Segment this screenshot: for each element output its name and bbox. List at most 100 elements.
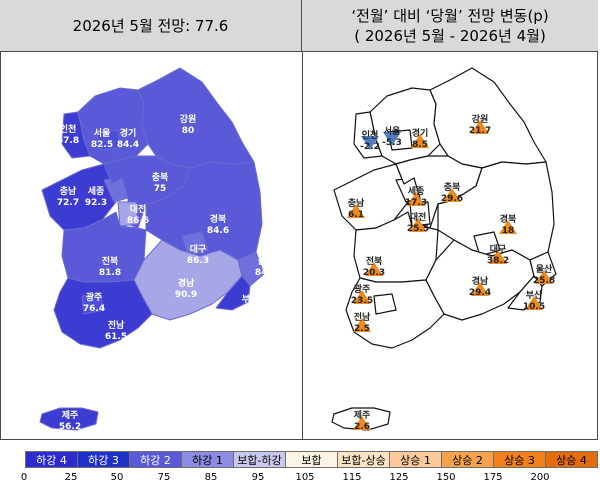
change-name-daegu: 대구 xyxy=(490,243,507,255)
legend-item-8: 상승 2 xyxy=(441,451,494,468)
legend-tick: 175 xyxy=(483,472,503,483)
change-name-sejong: 세종 xyxy=(408,185,425,197)
change-name-jeonbuk: 전북 xyxy=(366,255,383,267)
region-forecast-chungbuk: 75 xyxy=(154,184,167,194)
region-jeju[interactable] xyxy=(39,407,99,431)
change-name-daejeon: 대전 xyxy=(410,211,427,223)
panel-divider xyxy=(302,52,303,440)
legend-item-9: 상승 3 xyxy=(493,451,546,468)
region-name-busan: 부산 xyxy=(242,293,259,305)
left-panel-title: 2026년 5월 전망: 77.6 xyxy=(72,16,229,35)
legend-item-2: 하강 2 xyxy=(129,451,182,468)
right-panel-title-line2: ( 2026년 5월 - 2026년 4월) xyxy=(354,26,546,45)
change-name-busan: 부산 xyxy=(526,289,543,301)
region-chungnam[interactable] xyxy=(41,163,117,231)
region-gwangju[interactable] xyxy=(81,293,105,315)
change-marker-daegu xyxy=(489,250,507,264)
change-value-gyeongbuk: 18 xyxy=(502,226,515,236)
change-value-ulsan: 25.8 xyxy=(533,276,555,286)
region-daejeon[interactable] xyxy=(117,201,139,227)
change-marker-gyeongnam xyxy=(471,282,489,296)
change-marker-jeonbuk xyxy=(365,262,383,276)
region-forecast-gangwon: 80 xyxy=(182,126,195,136)
legend-item-6: 보합-상승 xyxy=(337,451,390,468)
change-name-chungnam: 충남 xyxy=(348,197,365,209)
change-value-busan: 10.5 xyxy=(523,302,545,312)
region-name-incheon: 인천 xyxy=(60,124,77,135)
change-marker-busan xyxy=(525,296,543,310)
change-marker-daejeon xyxy=(409,218,427,232)
legend-tick: 75 xyxy=(157,472,171,483)
change-name-gyeonggi: 경기 xyxy=(412,127,429,139)
change-name-incheon: 인천 xyxy=(362,130,379,141)
change-value-gyeongnam: 29.4 xyxy=(469,288,491,298)
region-name-gyeongnam: 경남 xyxy=(178,277,195,289)
region-forecast-sejong: 92.3 xyxy=(85,198,107,208)
region-forecast-seoul: 82.5 xyxy=(91,140,113,150)
change-value-gangwon: 21.7 xyxy=(469,126,491,136)
legend-tick: 95 xyxy=(251,472,265,483)
region-forecast-gwangju: 76.4 xyxy=(83,304,105,314)
change-name-jeju: 제주 xyxy=(354,409,371,421)
right-panel-header: ‘전월’ 대비 ‘당월’ 전망 변동(p) ( 2026년 5월 - 2026년… xyxy=(302,0,598,52)
region-incheon[interactable] xyxy=(61,111,91,159)
region-name-jeonnam: 전남 xyxy=(108,319,125,331)
change-value-daegu: 38.2 xyxy=(487,256,509,266)
region-forecast-gyeonggi: 84.4 xyxy=(117,140,139,150)
region-jeonnam[interactable] xyxy=(53,277,153,349)
region-forecast-jeonnam: 61.5 xyxy=(105,332,127,342)
right-panel-title-line1: ‘전월’ 대비 ‘당월’ 전망 변동(p) xyxy=(351,6,549,25)
legend-item-3: 하강 1 xyxy=(181,451,234,468)
region-name-ulsan: 울산 xyxy=(258,255,275,267)
region-name-chungnam: 충남 xyxy=(60,185,77,197)
legend-tick: 25 xyxy=(64,472,78,483)
legend-tick: 0 xyxy=(20,472,28,483)
legend-ticks: 0 25 50 75 85 95 105 115 125 150 175 200 xyxy=(0,472,600,484)
change-value-jeonbuk: 20.3 xyxy=(363,268,385,278)
outline-incheon[interactable] xyxy=(353,111,383,159)
change-marker-chungnam xyxy=(347,204,365,218)
legend-tick: 50 xyxy=(110,472,124,483)
region-forecast-daejeon: 86.6 xyxy=(127,216,149,226)
change-value-jeju: 2.6 xyxy=(354,422,370,432)
legend-tick: 200 xyxy=(530,472,550,483)
legend-item-7: 상승 1 xyxy=(389,451,442,468)
legend-tick: 115 xyxy=(342,472,362,483)
region-daegu[interactable] xyxy=(181,231,209,257)
legend-item-1: 하강 3 xyxy=(77,451,130,468)
region-forecast-ulsan: 84.6 xyxy=(255,268,277,278)
outline-daegu[interactable] xyxy=(473,231,501,257)
change-value-seoul: -5.3 xyxy=(382,138,402,148)
region-name-gangwon: 강원 xyxy=(180,113,197,125)
region-name-jeonbuk: 전북 xyxy=(102,255,119,267)
change-marker-gyeonggi xyxy=(411,134,429,148)
region-ulsan[interactable] xyxy=(237,251,265,287)
change-value-gyeonggi: 8.5 xyxy=(412,140,428,150)
region-forecast-jeonbuk: 81.8 xyxy=(99,268,121,278)
change-value-chungbuk: 29.6 xyxy=(441,194,463,204)
change-value-gwangju: 23.5 xyxy=(351,296,373,306)
region-forecast-gyeongnam: 90.9 xyxy=(175,290,197,300)
legend-bar: 하강 4 하강 3 하강 2 하강 1 보합-하강 보합 보합-상승 상승 1 상승 2 상승 3… xyxy=(25,451,598,468)
region-forecast-incheon: 67.8 xyxy=(57,136,79,146)
outline-gwangju[interactable] xyxy=(373,293,397,315)
change-marker-sejong xyxy=(407,192,425,206)
region-name-chungbuk: 충북 xyxy=(152,171,169,183)
region-busan[interactable] xyxy=(215,275,251,311)
legend-item-10: 상승 4 xyxy=(545,451,598,468)
change-marker-seoul xyxy=(383,132,401,146)
region-name-seoul: 서울 xyxy=(94,127,111,139)
change-value-daejeon: 25.5 xyxy=(407,224,429,234)
region-name-gwangju: 광주 xyxy=(86,291,103,303)
outline-jeonnam[interactable] xyxy=(345,277,445,349)
change-name-gangwon: 강원 xyxy=(472,113,489,125)
change-marker-ulsan xyxy=(535,270,553,284)
change-marker-gangwon xyxy=(471,120,489,134)
region-seoul[interactable] xyxy=(95,129,121,151)
change-marker-gyeongbuk xyxy=(499,220,517,234)
region-forecast-gyeongbuk: 84.6 xyxy=(207,226,229,236)
change-name-jeonnam: 전남 xyxy=(354,311,371,323)
change-name-seoul: 서울 xyxy=(384,125,401,137)
legend-item-0: 하강 4 xyxy=(25,451,78,468)
